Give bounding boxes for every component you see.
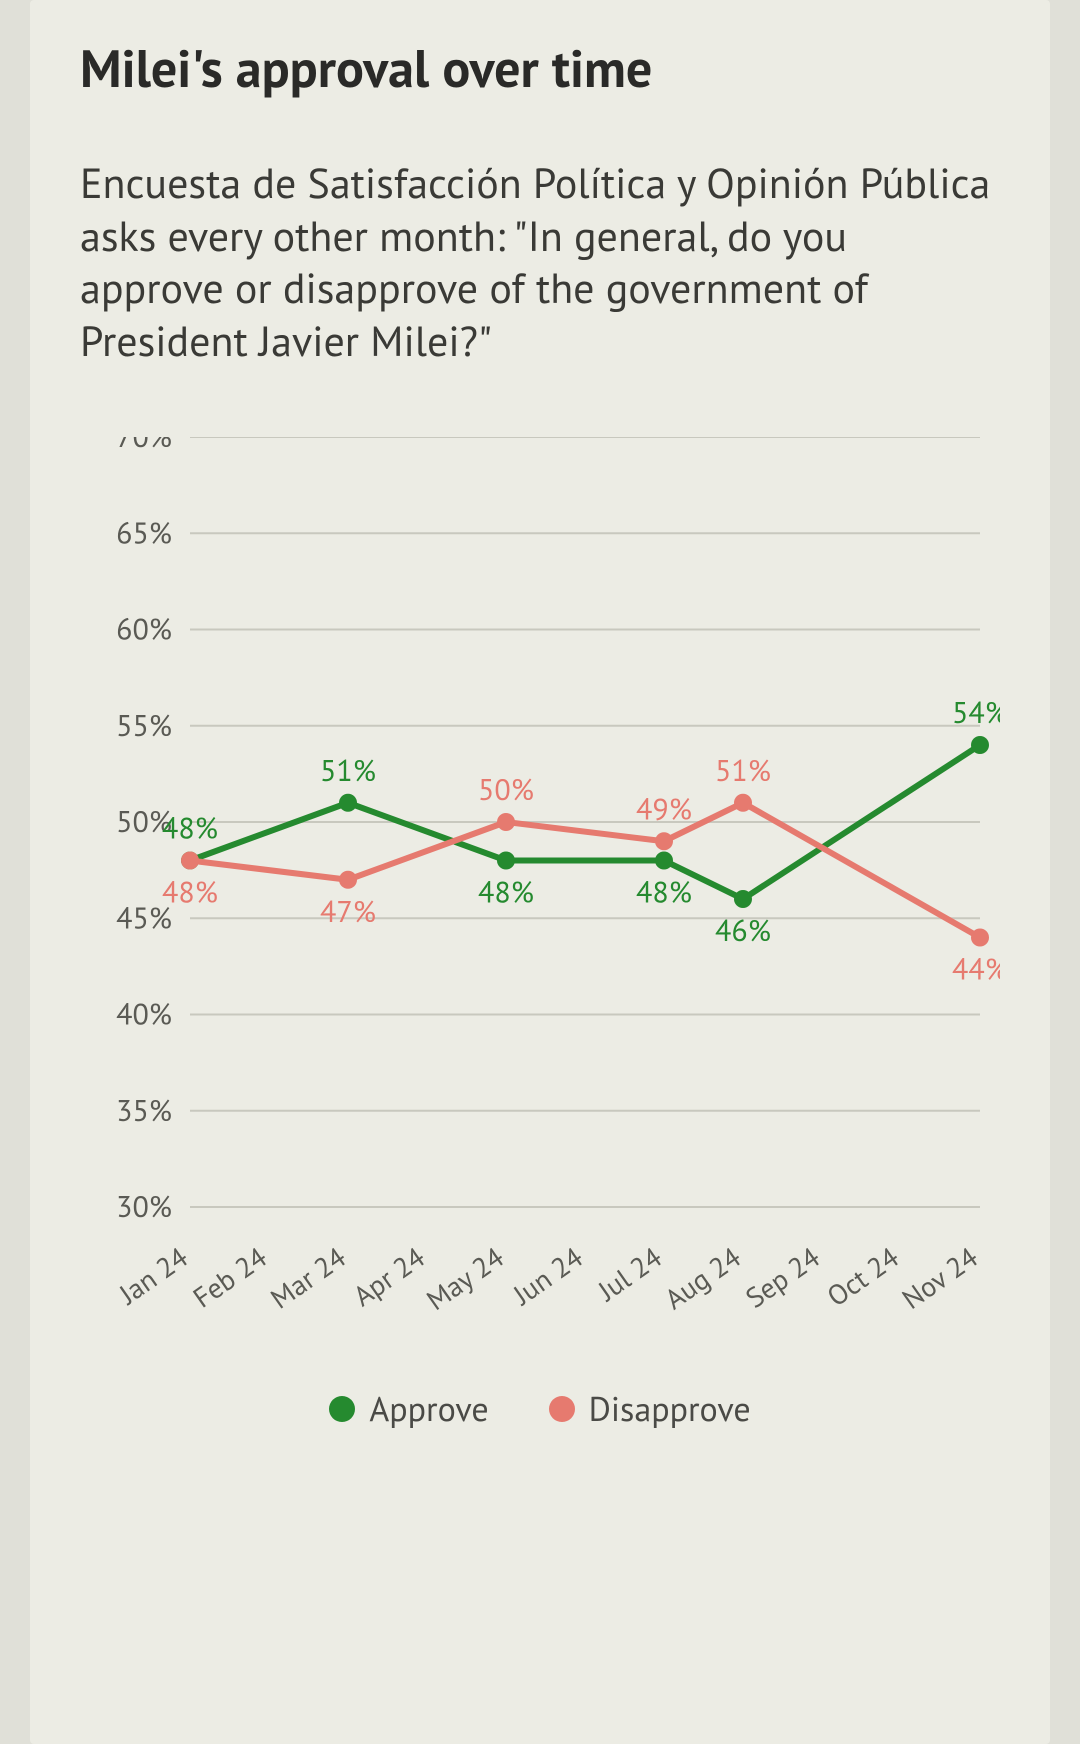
svg-text:70%: 70% xyxy=(116,437,172,456)
svg-text:Jul 24: Jul 24 xyxy=(590,1238,669,1309)
svg-text:65%: 65% xyxy=(116,513,172,552)
svg-text:48%: 48% xyxy=(162,809,218,848)
svg-text:48%: 48% xyxy=(478,873,534,912)
svg-text:51%: 51% xyxy=(320,751,376,790)
legend-dot-approve xyxy=(329,1396,355,1422)
svg-text:Nov 24: Nov 24 xyxy=(895,1238,985,1316)
approval-line-chart: 30%35%40%45%50%55%60%65%70%Jan 24Feb 24M… xyxy=(80,437,1000,1367)
svg-text:Aug 24: Aug 24 xyxy=(657,1238,747,1317)
svg-text:44%: 44% xyxy=(952,950,1000,989)
svg-text:54%: 54% xyxy=(952,693,1000,732)
legend-item-disapprove: Disapprove xyxy=(549,1387,751,1431)
chart-legend: Approve Disapprove xyxy=(80,1387,1000,1431)
chart-card: Milei's approval over time Encuesta de S… xyxy=(30,0,1050,1744)
svg-text:30%: 30% xyxy=(116,1187,172,1226)
svg-text:46%: 46% xyxy=(715,911,771,950)
svg-text:Mar 24: Mar 24 xyxy=(263,1238,353,1316)
svg-text:48%: 48% xyxy=(162,873,218,912)
svg-text:Apr 24: Apr 24 xyxy=(346,1238,432,1314)
svg-text:50%: 50% xyxy=(478,770,534,809)
svg-text:35%: 35% xyxy=(116,1091,172,1130)
svg-text:Jan 24: Jan 24 xyxy=(111,1238,195,1312)
svg-text:40%: 40% xyxy=(116,995,172,1034)
chart-plot-area: 30%35%40%45%50%55%60%65%70%Jan 24Feb 24M… xyxy=(80,437,1000,1367)
svg-text:Oct 24: Oct 24 xyxy=(819,1238,905,1314)
chart-subtitle: Encuesta de Satisfacción Política y Opin… xyxy=(80,157,1000,367)
svg-text:51%: 51% xyxy=(715,751,771,790)
chart-title: Milei's approval over time xyxy=(80,40,1000,97)
legend-item-approve: Approve xyxy=(329,1387,488,1431)
svg-text:47%: 47% xyxy=(320,892,376,931)
svg-text:55%: 55% xyxy=(116,706,172,745)
svg-text:60%: 60% xyxy=(116,610,172,649)
svg-text:Feb 24: Feb 24 xyxy=(185,1238,273,1315)
svg-text:49%: 49% xyxy=(636,789,692,828)
svg-text:Jun 24: Jun 24 xyxy=(505,1238,590,1313)
legend-dot-disapprove xyxy=(549,1396,575,1422)
svg-text:May 24: May 24 xyxy=(419,1238,511,1318)
svg-text:Sep 24: Sep 24 xyxy=(738,1238,827,1315)
svg-text:48%: 48% xyxy=(636,873,692,912)
legend-label-disapprove: Disapprove xyxy=(589,1387,751,1431)
legend-label-approve: Approve xyxy=(369,1387,488,1431)
